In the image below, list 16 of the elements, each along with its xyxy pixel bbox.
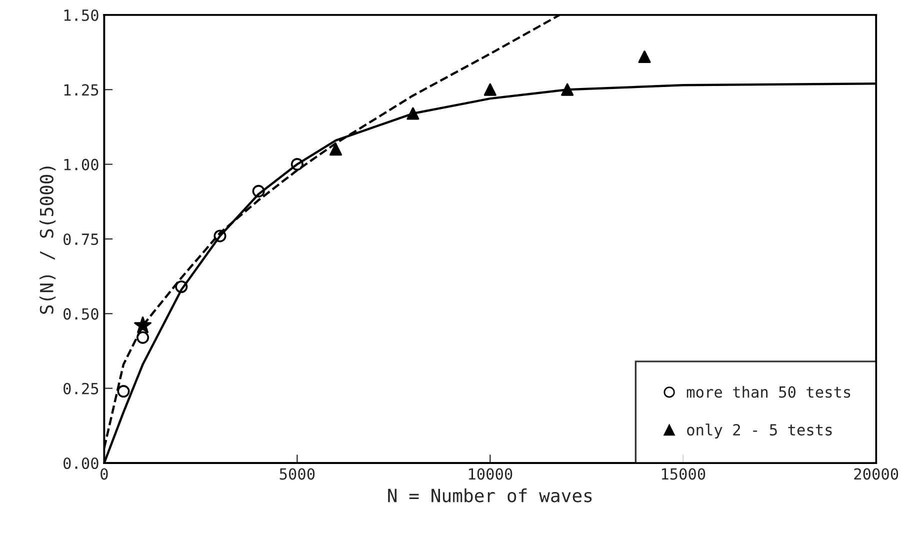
y-tick-label: 1.50 (64, 9, 98, 22)
x-tick-label: 0 (100, 468, 108, 480)
y-axis-title: S(N) / S(5000) (40, 166, 56, 314)
x-tick-label: 15000 (662, 468, 706, 480)
y-tick-label: 0.25 (64, 382, 98, 394)
x-tick-label: 20000 (854, 468, 898, 480)
x-axis-title: N = Number of waves (388, 488, 592, 502)
y-tick-label: 0.75 (64, 233, 98, 246)
legend-label: only 2 - 5 tests (687, 424, 832, 439)
y-tick-label: 1.00 (64, 158, 98, 170)
y-tick-label: 0.50 (64, 308, 98, 320)
y-tick-label: 0.00 (64, 457, 98, 470)
x-tick-label: 5000 (280, 468, 315, 480)
y-tick-label: 1.25 (64, 84, 98, 96)
x-tick-label: 10000 (468, 468, 512, 480)
legend-label: more than 50 tests (686, 386, 850, 398)
